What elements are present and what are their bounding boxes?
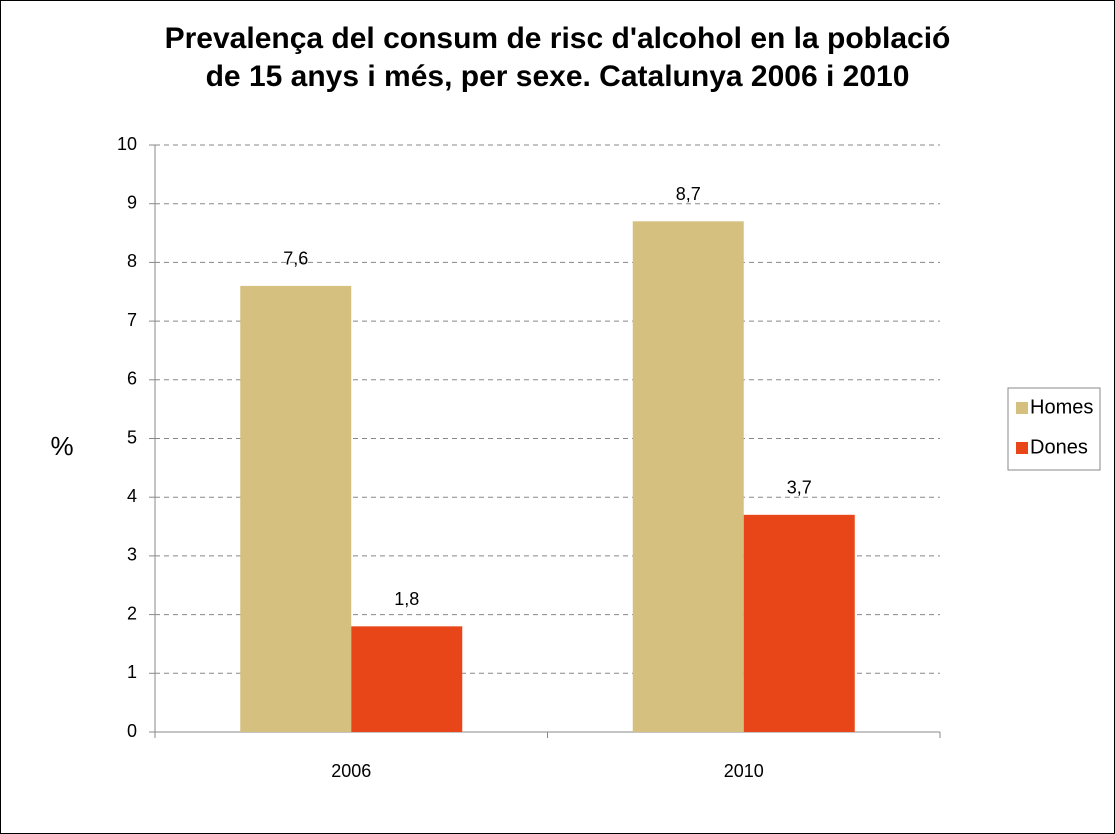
y-tick-label: 9 [127, 192, 137, 212]
y-axis-label: % [50, 431, 73, 461]
y-tick-label: 7 [127, 310, 137, 330]
legend-label: Dones [1030, 436, 1088, 458]
y-tick-label: 5 [127, 427, 137, 447]
y-tick-label: 10 [117, 134, 137, 154]
legend-box [1007, 387, 1101, 471]
y-tick-label: 2 [127, 603, 137, 623]
bar [743, 514, 855, 732]
y-tick-label: 6 [127, 369, 137, 389]
bar [240, 285, 352, 732]
x-tick-label: 2010 [724, 761, 764, 781]
y-tick-label: 1 [127, 662, 137, 682]
bar [632, 221, 744, 732]
data-label: 8,7 [676, 184, 701, 204]
chart-title: Prevalença del consum de risc d'alcohol … [164, 22, 951, 93]
data-label: 3,7 [787, 478, 812, 498]
legend-swatch [1016, 402, 1028, 414]
y-tick-label: 0 [127, 721, 137, 741]
legend-label: Homes [1030, 396, 1093, 418]
x-tick-label: 2006 [331, 761, 371, 781]
legend-swatch [1016, 442, 1028, 454]
y-tick-label: 8 [127, 251, 137, 271]
data-label: 7,6 [283, 249, 308, 269]
bar [351, 626, 463, 732]
y-tick-label: 4 [127, 486, 137, 506]
y-tick-label: 3 [127, 545, 137, 565]
data-label: 1,8 [394, 589, 419, 609]
